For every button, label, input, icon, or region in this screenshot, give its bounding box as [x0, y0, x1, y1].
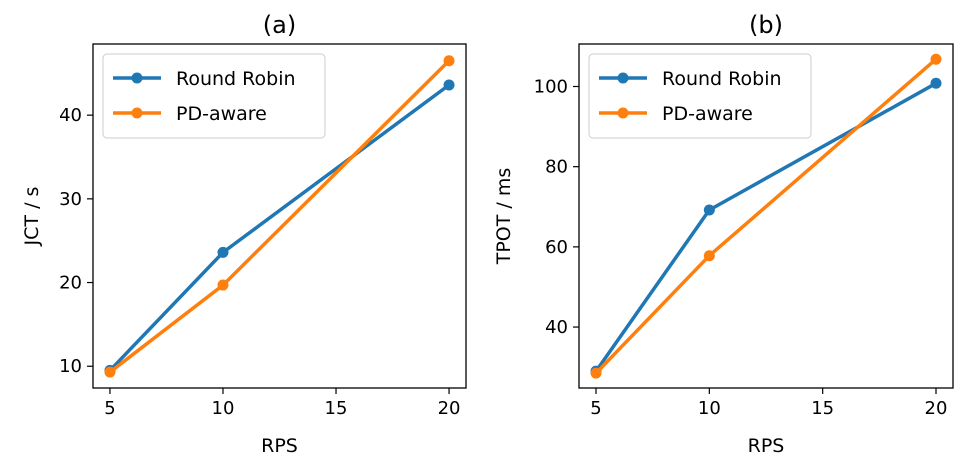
- x-tick-label: 10: [698, 398, 721, 419]
- x-tick-label: 15: [325, 398, 348, 419]
- legend-box: [588, 53, 812, 139]
- axes-frame: [578, 43, 954, 389]
- y-tick-label: 20: [59, 273, 82, 294]
- x-tick-label: 20: [438, 398, 461, 419]
- legend-box: [102, 53, 326, 139]
- data-point-pd-aware-5: [590, 367, 602, 379]
- data-point-pd-aware-10: [217, 279, 229, 291]
- data-point-round-robin-10: [217, 246, 229, 258]
- data-point-pd-aware-20: [443, 55, 455, 67]
- data-point-round-robin-20: [930, 77, 942, 89]
- y-tick-label: 100: [534, 76, 568, 97]
- x-axis-label: RPS: [261, 435, 298, 457]
- x-axis-label: RPS: [748, 435, 785, 457]
- legend-marker: [617, 72, 629, 84]
- chart-title: (a): [263, 11, 296, 39]
- x-tick-label: 5: [104, 398, 115, 419]
- chart-title: (b): [749, 11, 783, 39]
- legend-label: Round Robin: [662, 68, 782, 90]
- x-tick-label: 20: [925, 398, 948, 419]
- y-tick-label: 40: [545, 317, 568, 338]
- legend-label: Round Robin: [176, 68, 296, 90]
- legend-label: PD-aware: [662, 103, 753, 125]
- data-point-pd-aware-5: [104, 366, 116, 378]
- panel-a: (a) 5 10 15 20 10 20 30 40 RPS JCT / s Round Robin P…: [21, 11, 467, 457]
- data-point-pd-aware-10: [703, 250, 715, 262]
- data-point-pd-aware-20: [930, 53, 942, 65]
- y-tick-label: 10: [59, 356, 82, 377]
- x-tick-label: 5: [590, 398, 601, 419]
- data-point-round-robin-20: [443, 79, 455, 91]
- legend-marker: [131, 107, 143, 119]
- y-tick-label: 80: [545, 157, 568, 178]
- y-axis-label: JCT / s: [21, 187, 43, 247]
- y-tick-label: 40: [59, 105, 82, 126]
- data-point-round-robin-10: [703, 204, 715, 216]
- axes-frame: [92, 43, 467, 389]
- x-tick-label: 15: [811, 398, 834, 419]
- y-tick-label: 30: [59, 189, 82, 210]
- legend-marker: [131, 72, 143, 84]
- panel-b: (b) 5 10 15 20 40 60 80 100 RPS TPOT / ms Round Rob…: [493, 11, 954, 457]
- legend-marker: [617, 107, 629, 119]
- y-tick-label: 60: [545, 237, 568, 258]
- y-axis-label: TPOT / ms: [493, 168, 515, 266]
- legend-label: PD-aware: [176, 103, 267, 125]
- x-tick-label: 10: [212, 398, 235, 419]
